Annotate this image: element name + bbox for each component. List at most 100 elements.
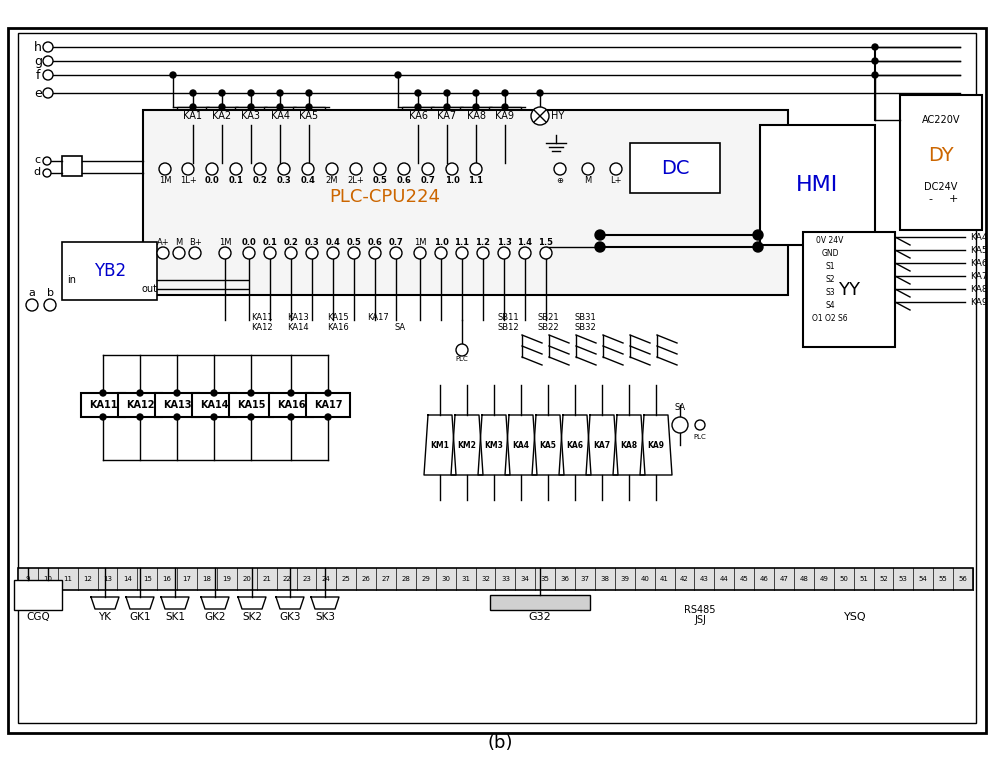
Text: 0.1: 0.1: [229, 175, 243, 184]
Text: KA7: KA7: [970, 272, 988, 281]
Text: KA4: KA4: [270, 111, 290, 121]
Text: YY: YY: [838, 281, 860, 299]
Text: KA13: KA13: [287, 312, 309, 321]
Circle shape: [100, 390, 106, 396]
Circle shape: [456, 247, 468, 259]
Circle shape: [219, 104, 225, 110]
Circle shape: [595, 230, 605, 240]
Text: 0.5: 0.5: [347, 237, 361, 246]
Text: 48: 48: [799, 576, 808, 582]
Text: S4: S4: [825, 301, 835, 310]
Circle shape: [254, 163, 266, 175]
Text: 53: 53: [899, 576, 908, 582]
Polygon shape: [161, 597, 189, 609]
Circle shape: [43, 56, 53, 66]
Text: 1.0: 1.0: [445, 175, 459, 184]
Text: PLC: PLC: [694, 434, 706, 440]
Text: a: a: [29, 288, 35, 298]
Text: 38: 38: [600, 576, 609, 582]
Text: 0.7: 0.7: [389, 237, 403, 246]
Text: 1M: 1M: [219, 237, 231, 246]
Text: 19: 19: [222, 576, 231, 582]
Text: DY: DY: [928, 145, 954, 164]
Text: 46: 46: [760, 576, 769, 582]
Circle shape: [540, 247, 552, 259]
Text: S3: S3: [825, 288, 835, 297]
Circle shape: [435, 247, 447, 259]
Text: SB32: SB32: [574, 323, 596, 331]
Bar: [760, 125, 875, 245]
Circle shape: [43, 42, 53, 52]
Circle shape: [306, 90, 312, 96]
Text: KA13: KA13: [163, 400, 191, 410]
Text: GND: GND: [821, 249, 839, 258]
Text: S1: S1: [825, 262, 835, 271]
Polygon shape: [613, 415, 645, 475]
Text: KA4: KA4: [512, 441, 530, 450]
Text: 10: 10: [43, 576, 52, 582]
Circle shape: [182, 163, 194, 175]
Circle shape: [288, 390, 294, 396]
Circle shape: [219, 90, 225, 96]
Text: 15: 15: [143, 576, 152, 582]
Text: HY: HY: [551, 111, 565, 121]
Bar: [14, 580, 62, 610]
Text: 34: 34: [521, 576, 530, 582]
Circle shape: [554, 163, 566, 175]
Text: KA11: KA11: [89, 400, 117, 410]
Text: 0V 24V: 0V 24V: [816, 236, 844, 245]
Circle shape: [872, 72, 878, 78]
Text: KA12: KA12: [126, 400, 154, 410]
Text: KA7: KA7: [593, 441, 611, 450]
Text: 21: 21: [262, 576, 271, 582]
Bar: [402, 107, 434, 125]
Bar: [155, 393, 199, 417]
Text: 37: 37: [581, 576, 590, 582]
Text: 33: 33: [501, 576, 510, 582]
Bar: [431, 107, 463, 125]
Text: 44: 44: [720, 576, 729, 582]
Circle shape: [170, 72, 176, 78]
Text: 13: 13: [103, 576, 112, 582]
Text: 27: 27: [382, 576, 391, 582]
Text: KA9: KA9: [496, 111, 514, 121]
Bar: [489, 107, 521, 125]
Circle shape: [278, 163, 290, 175]
Text: h: h: [34, 41, 42, 54]
Circle shape: [277, 104, 283, 110]
Circle shape: [190, 104, 196, 110]
Text: 0.0: 0.0: [242, 237, 256, 246]
Text: 12: 12: [83, 576, 92, 582]
Circle shape: [190, 90, 196, 96]
Text: 50: 50: [839, 576, 848, 582]
Text: 56: 56: [959, 576, 967, 582]
Bar: [177, 107, 209, 125]
Text: KA5: KA5: [299, 111, 319, 121]
Text: KA1: KA1: [184, 111, 202, 121]
Circle shape: [44, 299, 56, 311]
Circle shape: [348, 247, 360, 259]
Polygon shape: [505, 415, 537, 475]
Circle shape: [398, 163, 410, 175]
Text: 17: 17: [183, 576, 192, 582]
Text: 0.0: 0.0: [205, 175, 219, 184]
Text: -: -: [928, 194, 932, 204]
Text: 16: 16: [163, 576, 172, 582]
Circle shape: [43, 88, 53, 98]
Text: KA15: KA15: [327, 312, 349, 321]
Polygon shape: [532, 415, 564, 475]
Circle shape: [531, 107, 549, 125]
Polygon shape: [311, 597, 339, 609]
Text: KA5: KA5: [540, 441, 556, 450]
Circle shape: [350, 163, 362, 175]
Text: SB21: SB21: [537, 312, 559, 321]
Text: YB2: YB2: [94, 262, 126, 280]
Text: 51: 51: [859, 576, 868, 582]
Text: PLC: PLC: [456, 356, 468, 362]
Circle shape: [277, 90, 283, 96]
Circle shape: [444, 90, 450, 96]
Circle shape: [537, 90, 543, 96]
Text: 1.2: 1.2: [476, 237, 490, 246]
Bar: [81, 393, 125, 417]
Text: YSQ: YSQ: [844, 612, 866, 622]
